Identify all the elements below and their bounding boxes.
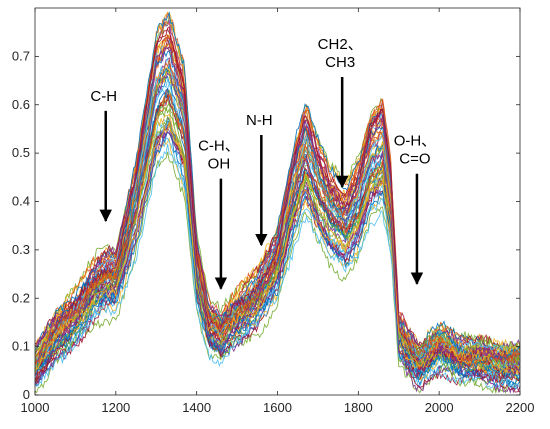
x-tick-label: 1200 — [101, 400, 130, 415]
spectrum-line — [34, 66, 521, 360]
annotation-label: N-H — [246, 112, 273, 129]
x-tick-label: 1800 — [344, 400, 373, 415]
spectrum-line — [34, 20, 521, 361]
annotation-label: OH — [208, 156, 231, 173]
spectrum-line — [34, 59, 521, 368]
spectrum-line — [34, 12, 521, 363]
annotation-label: O-H、 — [394, 133, 437, 150]
annotation-label: C-H — [90, 88, 117, 105]
x-tick-label: 2000 — [425, 400, 454, 415]
spectrum-line — [34, 93, 521, 366]
y-tick-label: 0.2 — [12, 290, 30, 305]
axes: 1000 1200 1400 1600 1800 2000 2200 0 0.1 0.2 0.3 0.… — [12, 7, 535, 415]
y-tick-label: 0.4 — [12, 194, 30, 209]
y-tick-label: 0.5 — [12, 145, 30, 160]
y-tick-label: 0.1 — [12, 339, 30, 354]
spectrum-line — [34, 72, 521, 385]
spectrum-line — [34, 87, 521, 380]
annotation-label: C-H、 — [198, 138, 240, 155]
annotations: C-H C-H、OH N-H CH2、CH3 O-H、C=O — [90, 36, 437, 290]
spectrum-line — [34, 69, 521, 370]
spectrum-line — [34, 77, 521, 364]
y-tick-label: 0.3 — [12, 242, 30, 257]
x-tick-label: 1400 — [182, 400, 211, 415]
spectrum-line — [34, 34, 521, 361]
x-tick-label: 1000 — [21, 400, 50, 415]
x-tick-label: 2200 — [506, 400, 535, 415]
spectra-lines — [34, 11, 521, 395]
spectrum-line — [34, 46, 521, 363]
spectrum-line — [34, 70, 521, 360]
annotation-label: C=O — [399, 151, 430, 168]
annotation-label: CH2、 — [318, 36, 363, 53]
y-tick-label: 0.7 — [12, 48, 30, 63]
annotation-label: CH3 — [325, 54, 355, 71]
spectrum-line — [34, 113, 521, 375]
spectrum-line — [34, 34, 521, 376]
spectrum-line — [34, 82, 521, 357]
y-tick-label: 0.6 — [12, 97, 30, 112]
x-tick-label: 1600 — [263, 400, 292, 415]
spectrum-line — [34, 143, 521, 389]
spectrum-line — [34, 11, 521, 370]
spectrum-line — [34, 56, 521, 371]
y-tick-label: 0 — [23, 387, 30, 402]
spectrum-line — [34, 130, 521, 379]
